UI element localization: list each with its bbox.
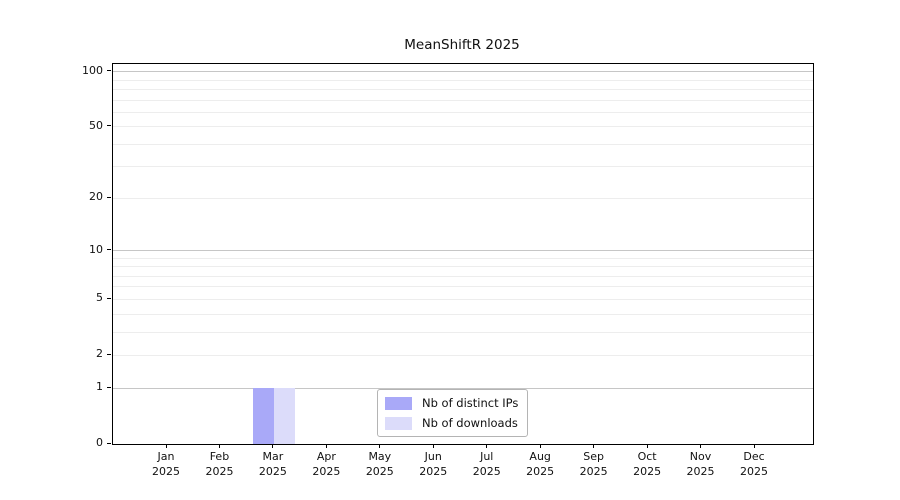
- x-tick-label: Jun 2025: [419, 450, 448, 478]
- y-tick-mark: [107, 297, 111, 299]
- y-tick-label: 20: [89, 190, 103, 204]
- x-tick-mark: [272, 444, 274, 448]
- x-tick-label: Apr 2025: [312, 450, 341, 478]
- minor-gridline: [113, 88, 813, 90]
- y-tick-mark: [107, 196, 111, 198]
- minor-gridline: [113, 313, 813, 315]
- x-tick-mark: [700, 444, 702, 448]
- major-gridline: [113, 250, 813, 252]
- minor-gridline: [113, 99, 813, 101]
- x-tick-mark: [218, 444, 220, 448]
- x-tick-label: Dec 2025: [740, 450, 768, 478]
- y-tick-mark: [107, 442, 111, 444]
- x-tick-label: Jan 2025: [152, 450, 180, 478]
- minor-gridline: [113, 111, 813, 113]
- minor-gridline: [113, 286, 813, 288]
- legend-swatch-downloads: [385, 416, 412, 430]
- x-tick-label: Feb 2025: [205, 450, 234, 478]
- legend: Nb of distinct IPs Nb of downloads: [377, 389, 529, 437]
- x-tick-mark: [486, 444, 488, 448]
- y-tick-label: 50: [89, 118, 103, 132]
- legend-swatch-distinct-ips: [385, 396, 412, 410]
- y-tick-mark: [107, 353, 111, 355]
- minor-gridline: [113, 275, 813, 277]
- x-tick-mark: [539, 444, 541, 448]
- x-tick-label: Jul 2025: [472, 450, 501, 478]
- minor-gridline: [113, 166, 813, 168]
- y-tick-label: 5: [96, 291, 103, 305]
- y-tick-label: 0: [96, 436, 103, 449]
- minor-gridline: [113, 331, 813, 333]
- minor-gridline: [113, 257, 813, 259]
- minor-gridline: [113, 143, 813, 145]
- x-tick-label: Sep 2025: [579, 450, 608, 478]
- x-tick-label: Aug 2025: [526, 450, 555, 478]
- minor-gridline: [113, 354, 813, 356]
- y-tick-mark: [107, 386, 111, 388]
- minor-gridline: [113, 298, 813, 300]
- x-tick-label: May 2025: [365, 450, 394, 478]
- x-tick-mark: [753, 444, 755, 448]
- bar-nb-of-distinct-ips: [252, 388, 274, 444]
- chart-title: MeanShiftR 2025: [404, 37, 520, 53]
- legend-label-distinct-ips: Nb of distinct IPs: [422, 396, 519, 410]
- x-tick-mark: [379, 444, 381, 448]
- x-tick-label: Mar 2025: [258, 450, 287, 478]
- minor-gridline: [113, 79, 813, 81]
- y-tick-label: 2: [96, 347, 103, 361]
- major-gridline: [113, 387, 813, 389]
- legend-entry-downloads: Nb of downloads: [385, 416, 518, 430]
- y-tick-label: 100: [82, 63, 103, 77]
- y-tick-label: 1: [96, 380, 103, 394]
- y-tick-label: 10: [89, 242, 103, 256]
- legend-label-downloads: Nb of downloads: [422, 416, 518, 430]
- x-tick-label: Oct 2025: [633, 450, 662, 478]
- y-tick-mark: [107, 70, 111, 72]
- x-tick-label: Nov 2025: [686, 450, 715, 478]
- minor-gridline: [113, 197, 813, 199]
- x-tick-mark: [165, 444, 167, 448]
- x-tick-mark: [325, 444, 327, 448]
- y-tick-mark: [107, 125, 111, 127]
- bar-nb-of-downloads: [273, 388, 295, 444]
- legend-entry-distinct-ips: Nb of distinct IPs: [385, 396, 518, 410]
- plot-area: Nb of distinct IPs Nb of downloads: [112, 63, 814, 445]
- y-tick-mark: [107, 249, 111, 251]
- x-tick-mark: [593, 444, 595, 448]
- minor-gridline: [113, 266, 813, 268]
- major-gridline: [113, 71, 813, 73]
- x-tick-mark: [646, 444, 648, 448]
- x-tick-mark: [432, 444, 434, 448]
- minor-gridline: [113, 126, 813, 128]
